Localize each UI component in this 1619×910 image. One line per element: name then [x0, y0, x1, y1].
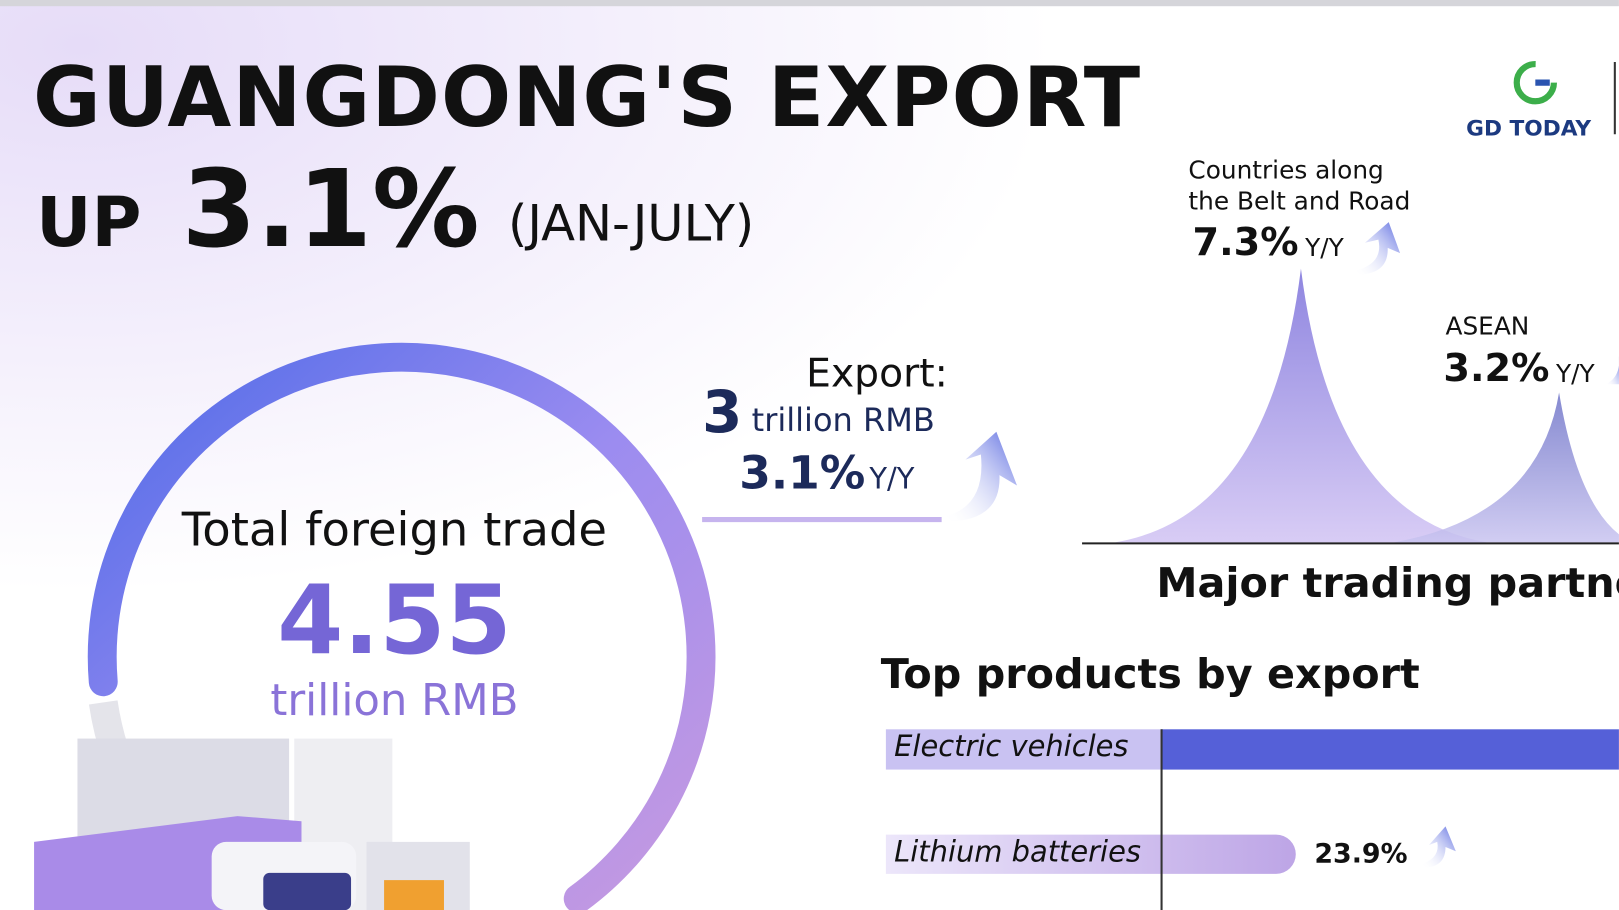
growth-arrow: [1355, 222, 1401, 275]
truck-window: [263, 872, 352, 910]
total-ring: [87, 342, 716, 910]
export-label: Export:: [806, 350, 948, 396]
product-bar: [1161, 729, 1619, 770]
partner-growth: 3.2%: [1443, 346, 1550, 391]
product-name: Electric vehicles: [894, 729, 1129, 764]
export-growth: 3.1%: [739, 447, 866, 500]
products-title: Top products by export: [880, 650, 1420, 699]
export-unit: trillion RMB: [751, 401, 935, 440]
title-percent: 3.1%: [181, 145, 480, 272]
export-growth-unit: Y/Y: [869, 461, 915, 496]
growth-arrow: [1605, 356, 1619, 385]
title: GUANGDONG'S EXPORT: [33, 49, 1142, 146]
total-label: Total foreign trade: [181, 502, 608, 557]
partner-name: the Belt and Road: [1188, 186, 1411, 216]
product-bar: [885, 834, 1296, 874]
partner-peak: [1393, 392, 1619, 543]
partner-name: Countries along: [1188, 155, 1384, 185]
partner-growth-unit: Y/Y: [1305, 233, 1344, 263]
title-up: UP: [36, 182, 142, 263]
partner-growth-unit: Y/Y: [1555, 359, 1595, 389]
logo-text: GD TODAY: [1466, 115, 1592, 141]
product-label-bg: [885, 729, 1162, 770]
box: [384, 880, 444, 910]
top-strip: [0, 0, 1619, 7]
partner-name: ASEAN: [1445, 311, 1530, 341]
export-arrow: [944, 431, 1018, 522]
product-growth: 23.9%: [1314, 838, 1408, 870]
logo-icon: [1513, 60, 1558, 105]
total-unit: trillion RMB: [270, 674, 519, 726]
export-value: 3: [702, 379, 743, 447]
title-period: (JAN-JULY): [507, 195, 755, 254]
product-name: Lithium batteries: [894, 834, 1141, 869]
total-value: 4.55: [277, 565, 512, 676]
partners-title: Major trading partners: [1156, 559, 1619, 608]
growth-arrow: [1422, 826, 1456, 868]
partner-growth: 7.3%: [1192, 220, 1299, 265]
partner-peak: [1115, 268, 1487, 543]
